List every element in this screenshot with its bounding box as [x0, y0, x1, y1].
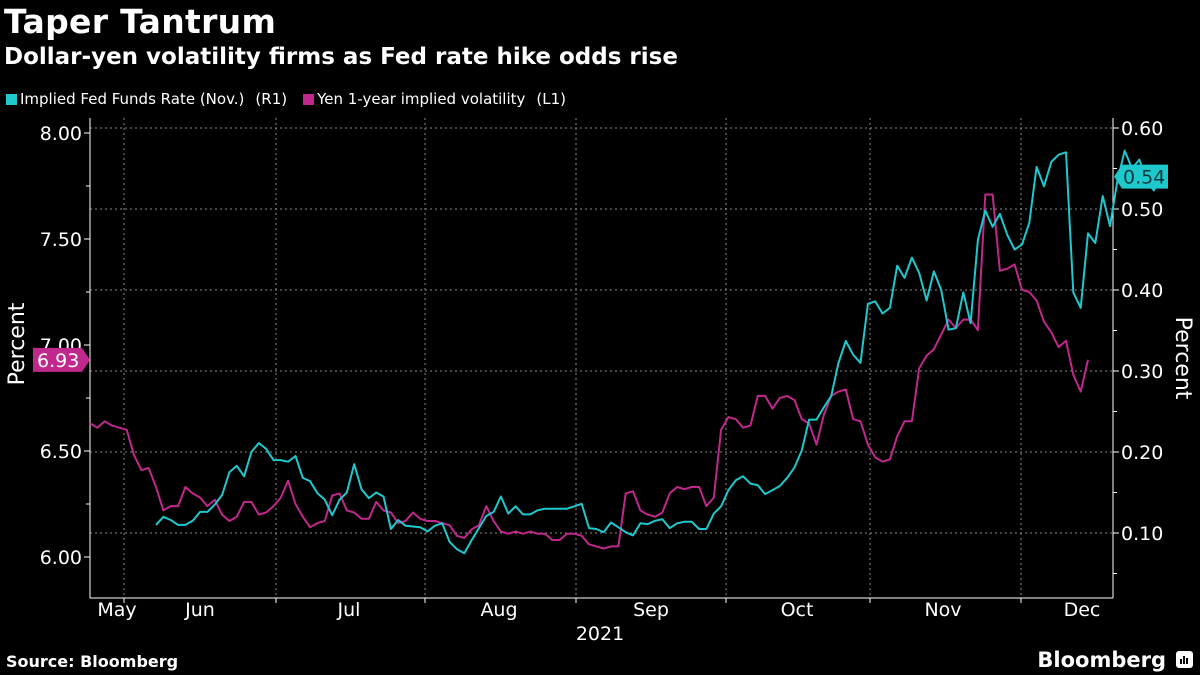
legend-axis-tag-fed-funds: (R1)	[255, 90, 288, 108]
x-axis-tick-label: Nov	[924, 599, 961, 621]
legend-label-yen-vol: Yen 1-year implied volatility	[317, 90, 526, 108]
x-axis-tick-label: May	[97, 599, 136, 621]
x-axis-tick-label: Oct	[781, 599, 814, 621]
last-value-tag-yen-vol	[33, 347, 90, 372]
x-axis-tick-label: Aug	[480, 599, 517, 621]
gridlines	[90, 118, 1113, 598]
legend-item-fed-funds: Implied Fed Funds Rate (Nov.) (R1)	[6, 90, 287, 108]
series-lines	[89, 149, 1163, 555]
right-axis-tick-label: 0.50	[1121, 199, 1163, 221]
left-axis-tick-label: 8.00	[40, 123, 82, 145]
legend-item-yen-vol: Yen 1-year implied volatility (L1)	[303, 90, 566, 108]
right-axis-tick-label: 0.10	[1121, 523, 1163, 545]
x-axis-tick-label: Sep	[633, 599, 669, 621]
right-axis-tick-label: 0.20	[1121, 442, 1163, 464]
left-axis-tick-label: 6.00	[40, 547, 82, 569]
last-value-label-yen-vol: 6.93	[37, 350, 79, 372]
legend-swatch-yen-vol	[303, 93, 315, 105]
last-value-tags: 6.93 0.54	[33, 164, 1168, 372]
x-axis-tick-label: Jun	[184, 599, 215, 621]
right-axis-tick-label: 0.40	[1121, 280, 1163, 302]
legend-axis-tag-yen-vol: (L1)	[536, 90, 567, 108]
series-line-yen-vol	[89, 193, 1089, 550]
right-axis-tick-label: 0.30	[1121, 361, 1163, 383]
last-value-label-fed-funds: 0.54	[1123, 167, 1165, 189]
chart-title: Taper Tantrum	[4, 2, 277, 41]
legend-swatch-fed-funds	[6, 93, 17, 105]
chart-subtitle: Dollar-yen volatility firms as Fed rate …	[4, 44, 678, 70]
x-axis-tick-label: Dec	[1064, 599, 1101, 621]
left-axis-tick-label: 6.50	[40, 441, 82, 463]
legend: Implied Fed Funds Rate (Nov.) (R1) Yen 1…	[6, 90, 566, 108]
legend-label-fed-funds: Implied Fed Funds Rate (Nov.)	[20, 90, 245, 108]
bloomberg-logo: Bloomberg	[1037, 648, 1166, 672]
axes: 0.100.200.300.400.500.606.006.507.007.50…	[40, 118, 1163, 621]
left-axis-title: Percent	[5, 302, 30, 385]
left-axis-tick-label: 7.50	[40, 229, 82, 251]
bar-chart-icon	[1176, 651, 1193, 668]
last-value-tag-fed-funds	[1114, 164, 1168, 189]
series-line-fed-funds	[155, 149, 1163, 555]
right-axis-tick-label: 0.60	[1121, 118, 1163, 140]
x-axis-year-label: 2021	[576, 623, 624, 645]
right-axis-title: Percent	[1170, 317, 1195, 400]
x-axis-tick-label: Jul	[337, 599, 361, 621]
source-note: Source: Bloomberg	[6, 652, 179, 671]
